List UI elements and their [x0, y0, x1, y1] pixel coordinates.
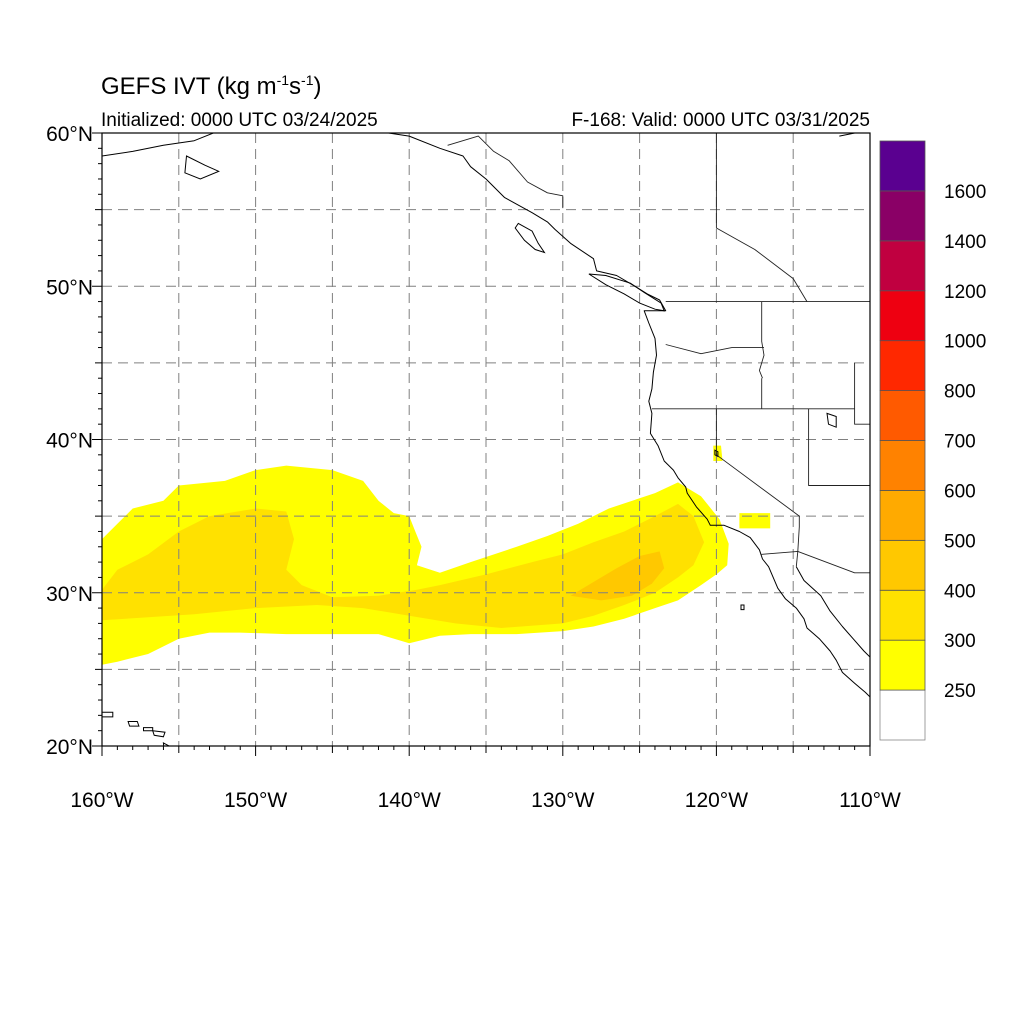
great-salt-lake — [826, 412, 837, 428]
colorbar-bin — [879, 589, 926, 641]
lat-tick-label: 50°N — [46, 276, 93, 299]
colorbar-bin — [879, 190, 926, 242]
hawaii-island — [151, 730, 166, 738]
colorbar-label: 1400 — [944, 232, 986, 253]
colorbar-bin — [879, 390, 926, 441]
lon-tick-label: 140°W — [378, 789, 441, 812]
colorbar-label: 300 — [944, 631, 976, 652]
colorbar-label: 1200 — [944, 282, 986, 303]
colorbar-label: 800 — [944, 382, 976, 403]
haida-gwaii — [514, 222, 546, 254]
political-border — [447, 135, 564, 209]
basemap-lines — [102, 133, 870, 746]
hawaii-island — [127, 721, 140, 727]
ivt-region-300-400-3 — [102, 503, 705, 628]
lat-tick-label: 30°N — [46, 583, 93, 606]
hawaii-island — [102, 711, 114, 718]
political-border — [760, 550, 870, 574]
colorbar-bin — [879, 639, 926, 691]
lat-tick-label: 20°N — [46, 736, 93, 759]
colorbar-label: 1000 — [944, 332, 986, 353]
colorbar-bin — [879, 490, 926, 541]
colorbar-label: 1600 — [944, 182, 986, 203]
colorbar-bin — [879, 539, 926, 591]
coastline-gulf — [795, 566, 870, 658]
map-title: GEFS IVT (kg m-1s-1) — [101, 72, 322, 100]
colorbar-bin-below — [879, 689, 926, 741]
coastline-west — [102, 133, 870, 698]
colorbar-label: 250 — [944, 681, 976, 702]
guadalupe-island — [740, 604, 745, 611]
colorbar-bin — [879, 140, 926, 192]
ivt-fill-layer — [102, 445, 771, 665]
ivt-colorbar: 250 300 400 500 600 700 800 1000 1200 1400 1600 — [879, 140, 986, 741]
axis-labels: 160°W 150°W 140°W 130°W 120°W 110°W 60°N 50°N 40… — [46, 123, 901, 812]
vancouver-island — [588, 273, 665, 312]
colorbar-label: 600 — [944, 481, 976, 502]
colorbar-bin — [879, 240, 926, 292]
kodiak-island — [184, 155, 220, 180]
political-border — [715, 408, 800, 552]
colorbar-bin — [879, 440, 926, 491]
ivt-region-400-500-4 — [570, 551, 665, 601]
init-time-label: Initialized: 0000 UTC 03/24/2025 — [101, 110, 378, 131]
colorbar-label: 500 — [944, 531, 976, 552]
graticule — [102, 133, 870, 746]
lon-tick-label: 150°W — [224, 789, 287, 812]
political-border — [808, 408, 870, 486]
political-border — [665, 344, 764, 355]
coastline-hudson — [839, 133, 858, 137]
ivt-region-250-300-2 — [739, 513, 771, 529]
valid-time-label: F-168: Valid: 0000 UTC 03/31/2025 — [571, 110, 870, 131]
political-border — [758, 301, 765, 379]
lon-tick-label: 160°W — [70, 789, 133, 812]
hawaii-island — [143, 727, 154, 732]
political-border — [715, 133, 808, 302]
lon-tick-label: 120°W — [685, 789, 748, 812]
political-border — [854, 362, 870, 425]
colorbar-label: 700 — [944, 432, 976, 453]
lon-tick-label: 130°W — [531, 789, 594, 812]
political-border — [795, 551, 799, 567]
axis-ticks — [92, 132, 871, 756]
colorbar-bin — [879, 290, 926, 342]
lat-tick-label: 60°N — [46, 123, 93, 146]
colorbar-label: 400 — [944, 581, 976, 602]
colorbar-bin — [879, 340, 926, 391]
lat-tick-label: 40°N — [46, 430, 93, 453]
lon-tick-label: 110°W — [839, 789, 901, 812]
